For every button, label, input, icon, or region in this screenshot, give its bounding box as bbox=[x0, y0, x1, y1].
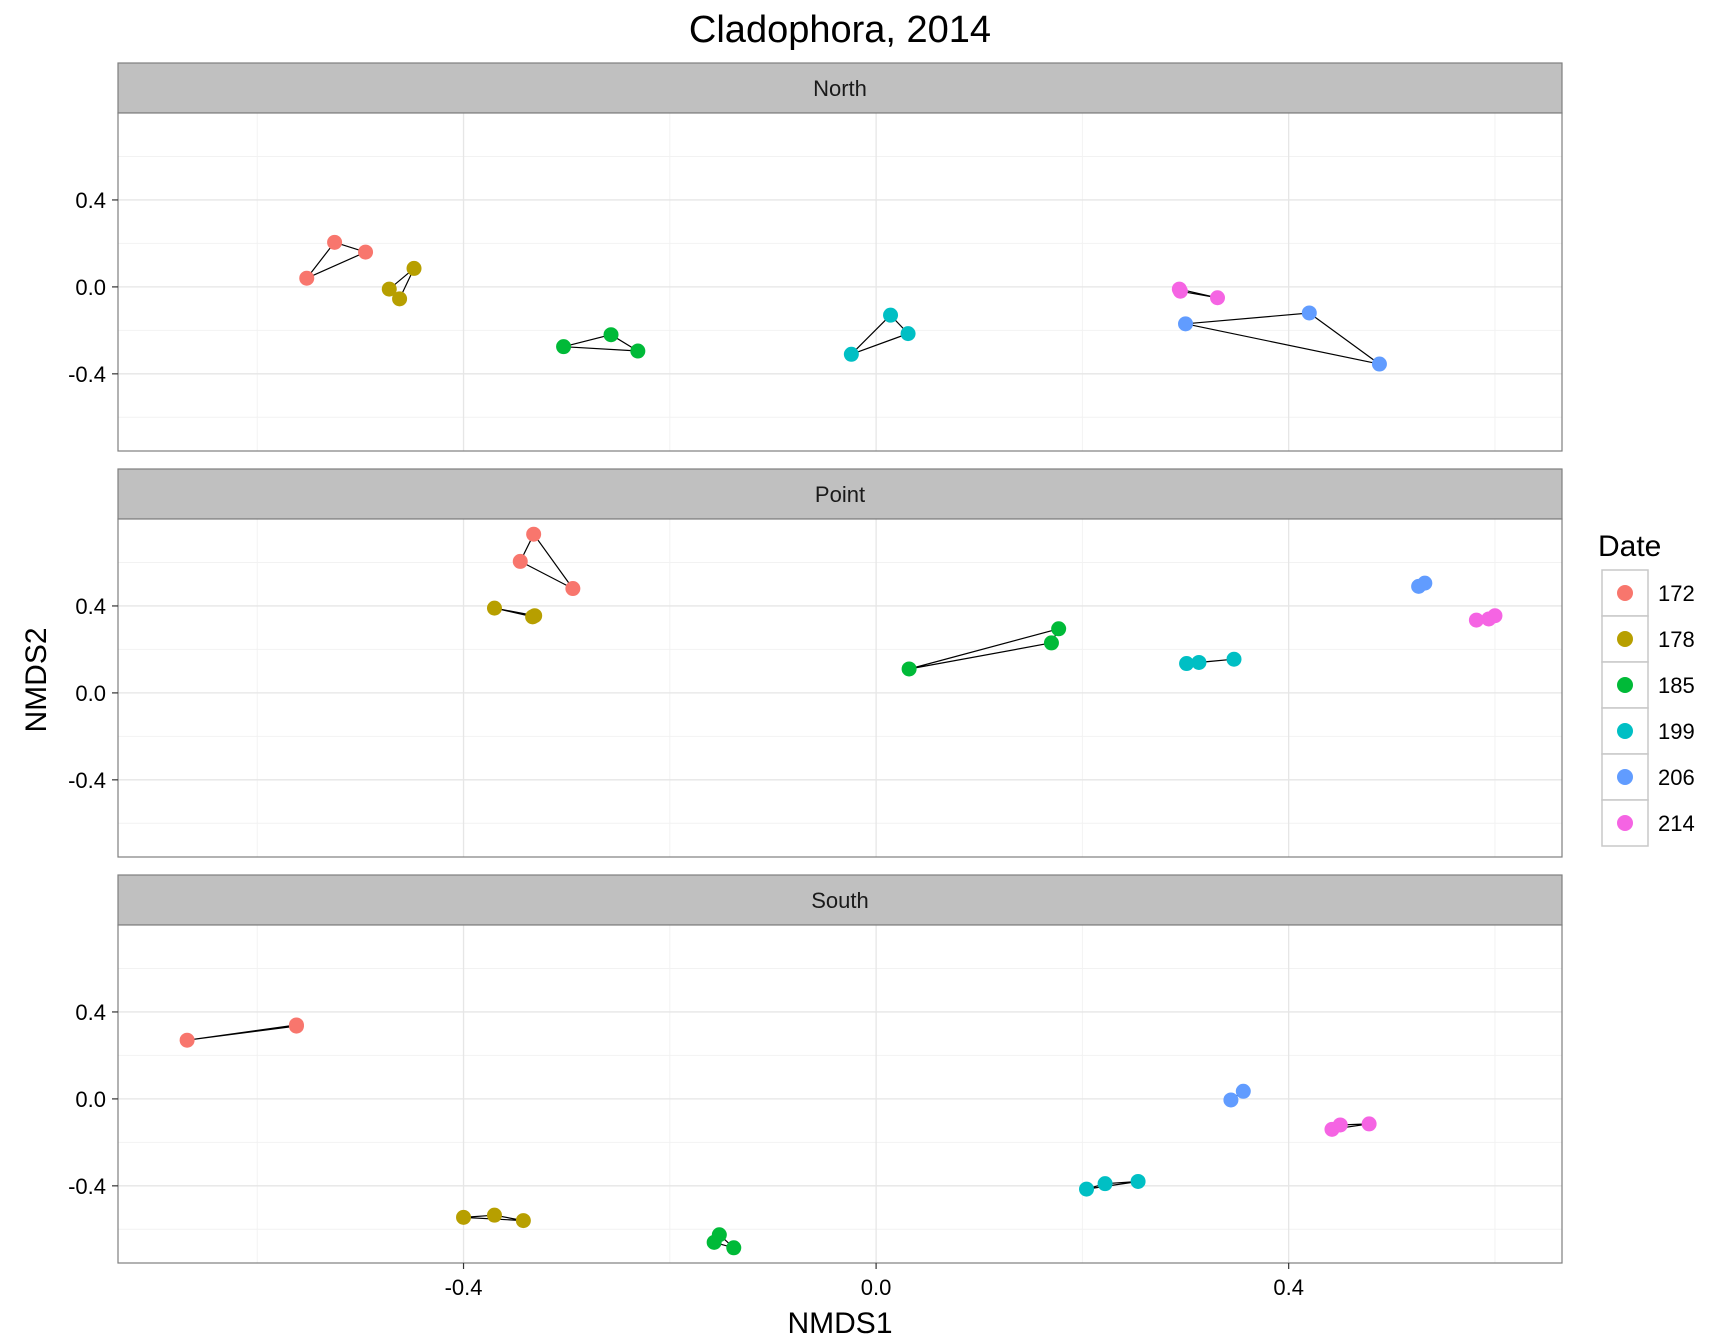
point-178 bbox=[527, 608, 543, 624]
point-172 bbox=[179, 1032, 195, 1048]
panel-point: Point 0.4 0.0 -0.4 bbox=[68, 468, 1563, 858]
point-172 bbox=[526, 526, 542, 542]
point-185 bbox=[711, 1227, 727, 1243]
point-185 bbox=[603, 327, 619, 343]
point-172 bbox=[299, 270, 315, 286]
point-185 bbox=[630, 343, 646, 359]
point-178 bbox=[381, 281, 397, 297]
y-tick-label: 0.0 bbox=[75, 1087, 106, 1112]
x-axis: -0.4 0.0 0.4 bbox=[445, 1263, 1304, 1300]
panel-border bbox=[117, 518, 1563, 858]
point-172 bbox=[327, 234, 343, 250]
legend-marker-214 bbox=[1617, 815, 1633, 831]
legend: Date 172 178 185 199 206 214 bbox=[1598, 530, 1695, 847]
point-214 bbox=[1332, 1117, 1348, 1133]
y-tick-label: 0.4 bbox=[75, 594, 106, 619]
x-tick-label: 0.4 bbox=[1273, 1275, 1304, 1300]
legend-label-199: 199 bbox=[1658, 719, 1695, 744]
legend-label-214: 214 bbox=[1658, 811, 1695, 836]
facet-strip bbox=[117, 62, 1563, 114]
legend-label-172: 172 bbox=[1658, 581, 1695, 606]
point-206 bbox=[1371, 356, 1387, 372]
facet-strip bbox=[117, 874, 1563, 926]
point-206 bbox=[1301, 305, 1317, 321]
y-tick-label: 0.4 bbox=[75, 1000, 106, 1025]
legend-key bbox=[1601, 799, 1649, 847]
legend-marker-185 bbox=[1617, 677, 1633, 693]
point-178 bbox=[406, 260, 422, 276]
hull-line-206 bbox=[1185, 312, 1380, 365]
point-199 bbox=[883, 307, 899, 323]
legend-marker-172 bbox=[1617, 585, 1633, 601]
point-185 bbox=[1043, 635, 1059, 651]
panel-border bbox=[117, 924, 1563, 1264]
point-185 bbox=[556, 339, 572, 355]
point-185 bbox=[726, 1240, 742, 1256]
y-tick-label: -0.4 bbox=[68, 768, 106, 793]
panel-south: South 0.4 0.0 -0.4 bbox=[68, 874, 1563, 1264]
point-172 bbox=[288, 1017, 304, 1033]
hull-line-199 bbox=[850, 314, 910, 355]
point-199 bbox=[1097, 1176, 1113, 1192]
panel-background bbox=[118, 113, 1562, 451]
legend-label-185: 185 bbox=[1658, 673, 1695, 698]
point-172 bbox=[358, 244, 374, 260]
y-axis-title: NMDS2 bbox=[20, 627, 53, 732]
legend-label-206: 206 bbox=[1658, 765, 1695, 790]
point-185 bbox=[901, 661, 917, 677]
legend-label-178: 178 bbox=[1658, 627, 1695, 652]
legend-marker-206 bbox=[1617, 769, 1633, 785]
point-199 bbox=[843, 346, 859, 362]
point-172 bbox=[565, 581, 581, 597]
panel-background bbox=[118, 925, 1562, 1263]
hull-line-172 bbox=[306, 241, 368, 279]
hull-line-185 bbox=[563, 334, 639, 352]
y-tick-label: 0.0 bbox=[75, 275, 106, 300]
facet-strip bbox=[117, 468, 1563, 520]
point-199 bbox=[1079, 1181, 1095, 1197]
legend-marker-178 bbox=[1617, 631, 1633, 647]
facet-panels: North 0.4 0.0 -0.4 Point 0.4 0.0 -0.4 South 0.4 0.… bbox=[68, 62, 1563, 1264]
x-tick-label: 0.0 bbox=[861, 1275, 892, 1300]
point-178 bbox=[392, 291, 408, 307]
point-206 bbox=[1223, 1092, 1239, 1108]
panel-north: North 0.4 0.0 -0.4 bbox=[68, 62, 1563, 452]
panel-background bbox=[118, 519, 1562, 857]
hull-line-172 bbox=[519, 533, 574, 590]
point-214 bbox=[1172, 283, 1188, 299]
point-178 bbox=[515, 1213, 531, 1229]
point-206 bbox=[1178, 316, 1194, 332]
point-172 bbox=[512, 553, 528, 569]
point-178 bbox=[486, 1207, 502, 1223]
facet-strip-label: South bbox=[811, 888, 869, 913]
point-178 bbox=[456, 1209, 472, 1225]
x-tick-label: -0.4 bbox=[445, 1275, 483, 1300]
point-185 bbox=[1051, 621, 1067, 637]
legend-marker-199 bbox=[1617, 723, 1633, 739]
point-206 bbox=[1235, 1083, 1251, 1099]
y-tick-label: -0.4 bbox=[68, 1174, 106, 1199]
legend-title: Date bbox=[1598, 530, 1661, 563]
point-199 bbox=[1130, 1173, 1146, 1189]
point-214 bbox=[1361, 1116, 1377, 1132]
point-199 bbox=[1179, 656, 1195, 672]
hull-line-185 bbox=[908, 627, 1060, 670]
point-214 bbox=[1210, 290, 1226, 306]
y-tick-label: 0.0 bbox=[75, 681, 106, 706]
panel-border bbox=[117, 112, 1563, 452]
point-178 bbox=[486, 600, 502, 616]
y-tick-label: -0.4 bbox=[68, 362, 106, 387]
point-206 bbox=[1417, 575, 1433, 591]
facet-strip-label: Point bbox=[815, 482, 865, 507]
chart-title: Cladophora, 2014 bbox=[689, 9, 991, 51]
point-199 bbox=[900, 326, 916, 342]
point-199 bbox=[1191, 654, 1207, 670]
point-214 bbox=[1468, 612, 1484, 628]
x-axis-title: NMDS1 bbox=[787, 1307, 892, 1340]
facet-strip-label: North bbox=[813, 76, 867, 101]
point-199 bbox=[1226, 651, 1242, 667]
y-tick-label: 0.4 bbox=[75, 188, 106, 213]
point-214 bbox=[1487, 608, 1503, 624]
